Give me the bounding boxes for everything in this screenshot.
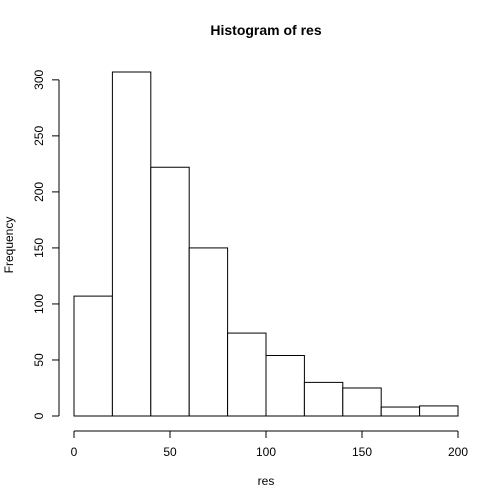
x-axis-label: res — [258, 474, 275, 488]
histogram-bar-4 — [227, 332, 267, 417]
y-tick-label: 300 — [32, 70, 46, 90]
y-tick-label: 200 — [32, 182, 46, 202]
histogram-bar-5 — [265, 354, 305, 417]
x-tick-label: 50 — [163, 445, 177, 459]
x-tick-label: 150 — [352, 445, 372, 459]
histogram-bar-6 — [303, 381, 344, 417]
y-tick-label: 250 — [32, 126, 46, 146]
y-tick-label: 0 — [32, 412, 46, 419]
x-axis: 0 50 100 150 200 — [71, 430, 468, 459]
y-tick-label: 50 — [32, 353, 46, 367]
y-axis: 0 50 100 150 200 250 300 — [32, 70, 60, 419]
histogram-bar-0 — [73, 295, 113, 417]
histogram-bar-2 — [150, 166, 190, 417]
y-tick-label: 150 — [32, 238, 46, 258]
x-tick-label: 0 — [71, 445, 78, 459]
y-axis-label: Frequency — [2, 217, 16, 274]
histogram-bar-7 — [342, 387, 382, 417]
chart-title: Histogram of res — [210, 22, 321, 38]
x-tick-label: 100 — [256, 445, 276, 459]
histogram-bar-1 — [111, 71, 152, 417]
y-tick-label: 100 — [32, 294, 46, 314]
histogram-bar-3 — [188, 247, 229, 417]
histogram-bar-8 — [380, 406, 421, 417]
x-tick-label: 200 — [448, 445, 468, 459]
bars-group — [73, 71, 459, 417]
histogram-bar-9 — [419, 405, 459, 417]
